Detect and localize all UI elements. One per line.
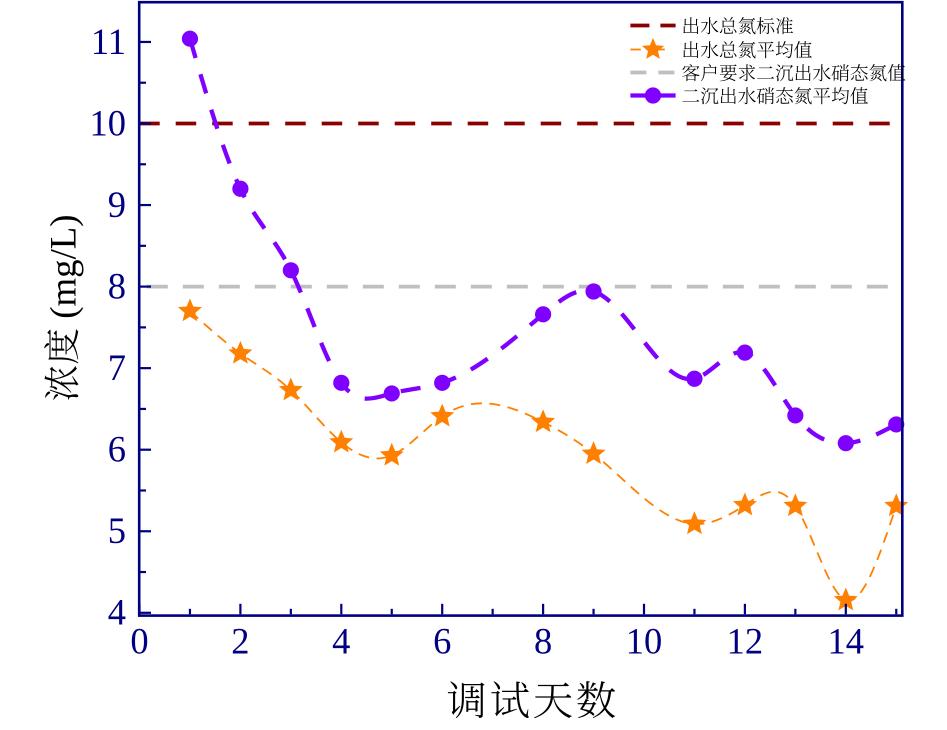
svg-text:14: 14 <box>828 621 865 662</box>
svg-text:4: 4 <box>332 621 350 662</box>
svg-text:4: 4 <box>108 592 126 633</box>
svg-text:8: 8 <box>108 265 126 306</box>
svg-text:10: 10 <box>626 621 663 662</box>
svg-text:0: 0 <box>130 621 148 662</box>
svg-text:6: 6 <box>108 429 126 470</box>
svg-text:(mg/L): (mg/L) <box>43 214 84 318</box>
svg-text:12: 12 <box>727 621 764 662</box>
svg-text:7: 7 <box>108 347 126 388</box>
svg-text:11: 11 <box>91 21 126 62</box>
svg-text:5: 5 <box>108 510 126 551</box>
svg-text:2: 2 <box>231 621 249 662</box>
svg-text:9: 9 <box>108 184 126 225</box>
svg-text:8: 8 <box>534 621 552 662</box>
svg-text:6: 6 <box>433 621 451 662</box>
svg-text:10: 10 <box>90 102 127 143</box>
